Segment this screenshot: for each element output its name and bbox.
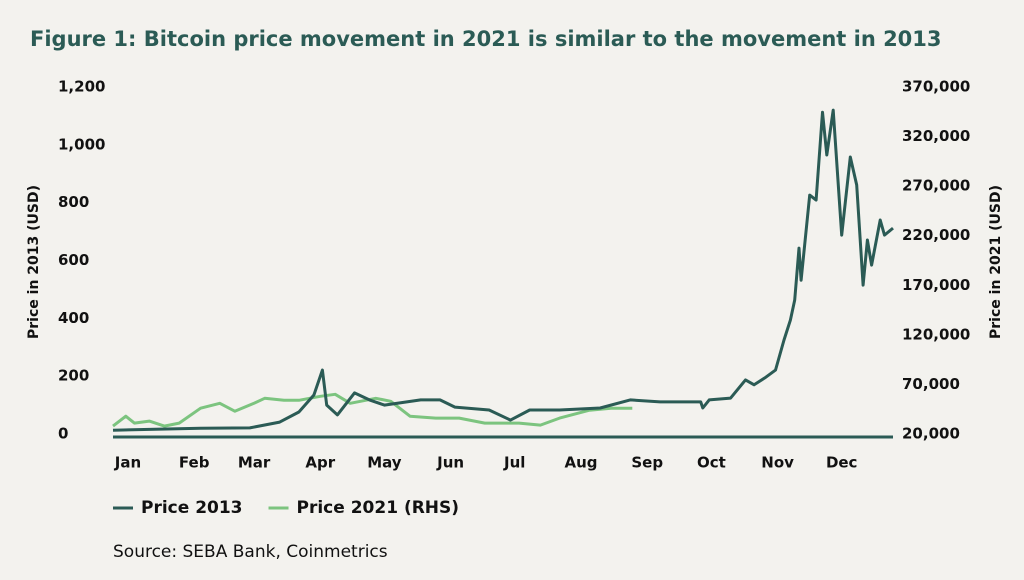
y-axis-title: Price in 2013 (USD) xyxy=(26,185,42,339)
x-tick-label: Jun xyxy=(436,454,464,472)
series-line xyxy=(112,392,633,428)
x-tick-label: May xyxy=(367,454,402,472)
y-tick-label: 800 xyxy=(58,193,89,211)
x-tick-label: Oct xyxy=(697,454,726,472)
x-tick-label: Apr xyxy=(305,454,335,472)
x-tick-label: Nov xyxy=(761,454,794,472)
y2-tick-label: 270,000 xyxy=(902,177,970,195)
x-tick-label: Sep xyxy=(631,454,663,472)
x-tick-label: Dec xyxy=(826,454,858,472)
x-tick-label: Aug xyxy=(564,454,597,472)
y2-axis-title: Price in 2021 (USD) xyxy=(988,185,1004,339)
y-tick-label: 600 xyxy=(58,251,89,269)
y-tick-label: 0 xyxy=(58,425,68,443)
y2-tick-label: 70,000 xyxy=(902,375,960,393)
y-tick-label: 1,200 xyxy=(58,78,105,96)
y-tick-label: 1,000 xyxy=(58,135,105,153)
y2-tick-label: 220,000 xyxy=(902,226,970,244)
y2-tick-label: 120,000 xyxy=(902,325,970,343)
y2-tick-label: 370,000 xyxy=(902,78,970,96)
series-line xyxy=(112,108,894,432)
y-tick-label: 200 xyxy=(58,367,89,385)
x-tick-label: Feb xyxy=(179,454,210,472)
source-note: Source: SEBA Bank, Coinmetrics xyxy=(113,542,388,562)
y2-tick-label: 320,000 xyxy=(902,127,970,145)
y-tick-label: 400 xyxy=(58,309,89,327)
legend-label: Price 2021 (RHS) xyxy=(297,498,460,518)
y2-tick-label: 20,000 xyxy=(902,425,960,443)
legend-label: Price 2013 xyxy=(141,498,243,518)
y2-tick-label: 170,000 xyxy=(902,276,970,294)
x-tick-label: Mar xyxy=(238,454,271,472)
chart-title: Figure 1: Bitcoin price movement in 2021… xyxy=(30,27,942,51)
x-tick-label: Jul xyxy=(503,454,525,472)
x-tick-label: Jan xyxy=(114,454,141,472)
